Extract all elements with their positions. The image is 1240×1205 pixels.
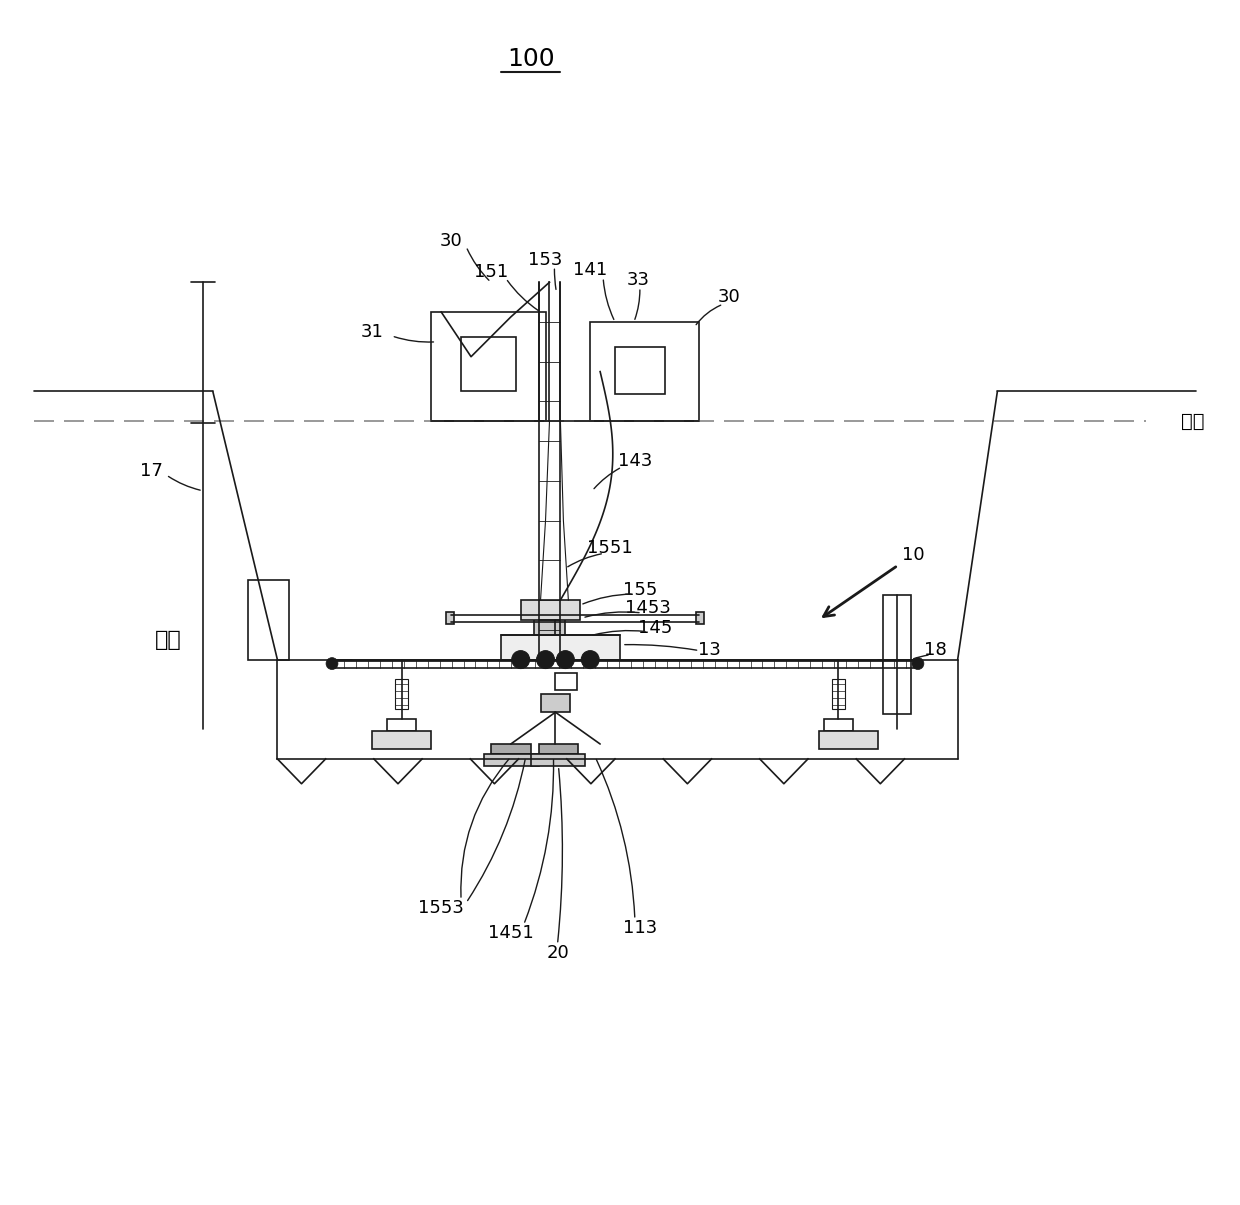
Bar [432,312,546,422]
Text: 145: 145 [637,619,672,636]
Circle shape [512,651,529,669]
Bar [697,612,704,624]
Circle shape [911,658,924,670]
Circle shape [557,651,574,669]
Text: 30: 30 [718,288,740,306]
Bar [387,719,417,731]
Bar [533,615,565,635]
Text: 18: 18 [925,641,947,659]
Circle shape [582,651,599,669]
Bar [883,595,911,715]
Text: 水面: 水面 [1180,412,1204,430]
Text: 31: 31 [361,323,383,341]
Bar [556,672,578,690]
Bar [818,731,878,750]
Text: 1551: 1551 [588,540,632,558]
Bar [248,580,289,659]
Bar [372,731,432,750]
Bar [531,754,585,766]
Bar [590,322,699,422]
Text: 13: 13 [698,641,720,659]
Text: 153: 153 [528,252,563,270]
Bar [394,680,408,710]
Bar [521,600,580,619]
Bar [538,743,578,754]
Text: 151: 151 [474,264,508,281]
Text: 143: 143 [618,452,652,470]
Text: 30: 30 [440,231,463,249]
Bar [541,694,570,712]
Bar [484,754,538,766]
Bar [832,680,846,710]
Text: 1453: 1453 [625,599,671,617]
Text: 1451: 1451 [487,924,533,941]
Text: 17: 17 [140,462,162,480]
Text: 1553: 1553 [418,899,464,917]
Text: 20: 20 [547,944,570,962]
Text: 100: 100 [507,47,554,71]
Circle shape [537,651,554,669]
Text: 155: 155 [622,581,657,599]
Circle shape [326,658,339,670]
Bar [615,347,665,394]
Bar [461,337,516,392]
Text: 33: 33 [626,271,650,289]
Text: 113: 113 [622,918,657,936]
Bar [446,612,454,624]
Text: 10: 10 [901,546,924,564]
Bar [501,635,620,659]
Bar [823,719,853,731]
Bar [491,743,531,754]
Text: 基槽: 基槽 [155,630,181,649]
Text: 141: 141 [573,261,608,280]
